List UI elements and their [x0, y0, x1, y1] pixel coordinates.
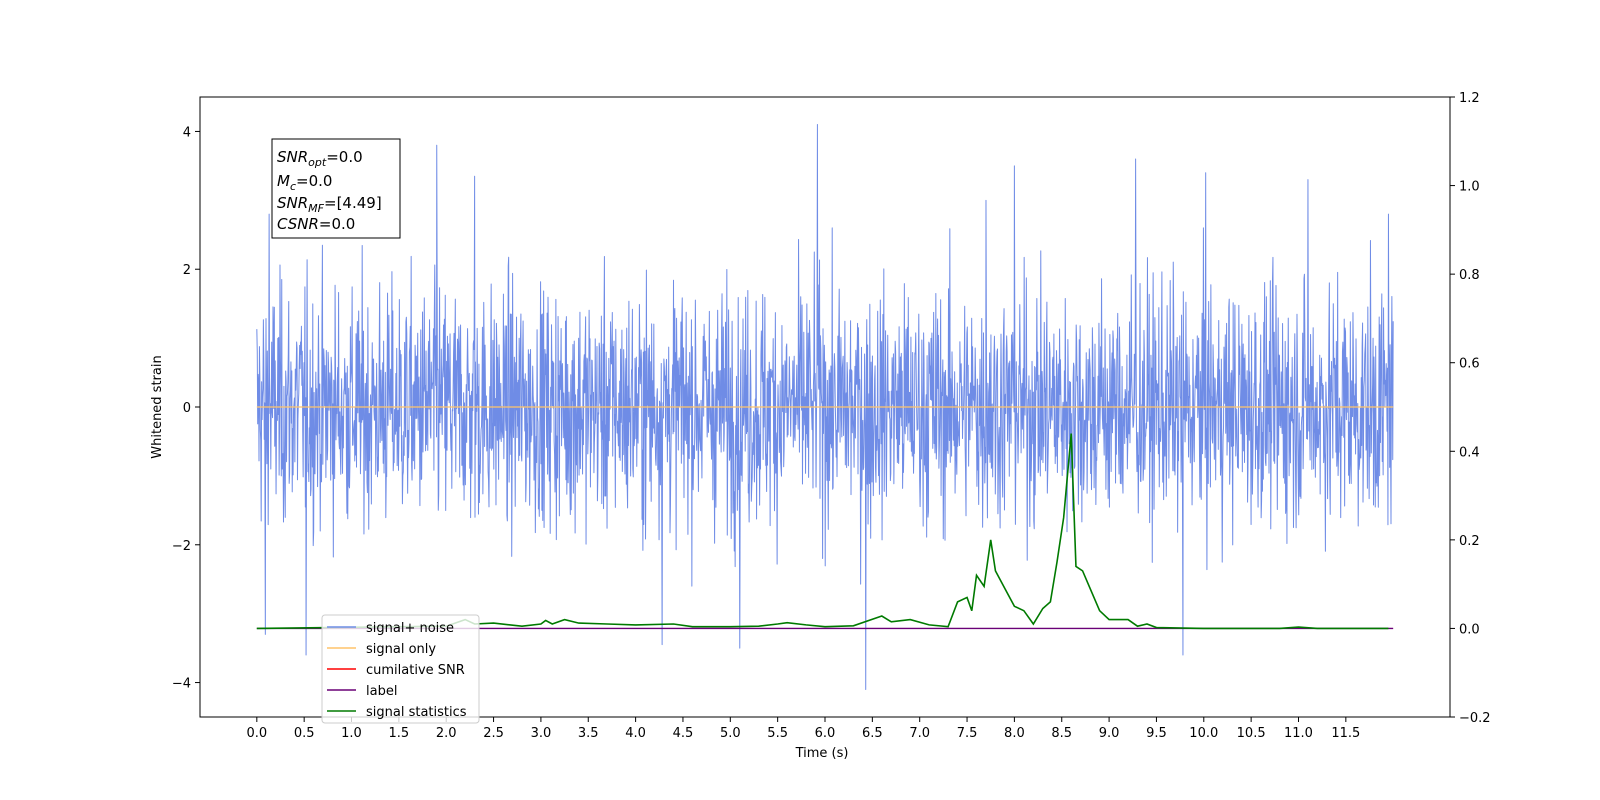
legend-label: label: [366, 684, 397, 699]
y2-tick-label: 1.2: [1459, 91, 1480, 106]
x-tick-label: 1.0: [341, 726, 362, 741]
x-tick-label: 2.0: [436, 726, 457, 741]
legend-label: signal+ noise: [366, 621, 454, 636]
x-tick-label: 6.0: [815, 726, 836, 741]
y2-tick-label: 0.0: [1459, 622, 1480, 637]
legend-label: signal only: [366, 642, 436, 657]
legend-label: signal statistics: [366, 705, 467, 720]
x-tick-label: 7.0: [909, 726, 930, 741]
y-tick-label: 4: [183, 125, 191, 140]
mc-text: Mc=0.0: [277, 172, 332, 193]
info-box: SNRopt=0.0 Mc=0.0 SNRMF=[4.49] CSNR=0.0: [271, 138, 401, 239]
x-tick-label: 2.5: [483, 726, 504, 741]
x-tick-label: 1.5: [389, 726, 410, 741]
y-tick-label: −2: [172, 539, 191, 554]
x-tick-label: 3.5: [578, 726, 599, 741]
x-tick-label: 11.5: [1331, 726, 1360, 741]
x-tick-label: 3.0: [531, 726, 552, 741]
x-tick-label: 5.0: [720, 726, 741, 741]
y2-tick-label: 1.0: [1459, 180, 1480, 195]
snr-opt-text: SNRopt=0.0: [277, 148, 363, 169]
signal-plus-noise-line: [256, 124, 1394, 690]
signal-statistics-line: [256, 433, 1389, 630]
x-tick-label: 7.5: [957, 726, 978, 741]
x-tick-label: 9.0: [1099, 726, 1120, 741]
y2-tick-label: 0.6: [1459, 357, 1480, 372]
x-tick-label: 6.5: [862, 726, 883, 741]
x-tick-label: 10.5: [1237, 726, 1266, 741]
y2-tick-label: −0.2: [1459, 711, 1491, 726]
x-tick-label: 0.5: [294, 726, 315, 741]
y-tick-label: 0: [183, 401, 191, 416]
legend: signal+ noise signal only cumilative SNR la…: [321, 614, 480, 724]
x-tick-label: 11.0: [1284, 726, 1313, 741]
x-tick-label: 5.5: [767, 726, 788, 741]
x-tick-label: 0.0: [246, 726, 267, 741]
signal-plus-noise-trace: [256, 124, 1394, 690]
x-tick-label: 8.0: [1004, 726, 1025, 741]
y2-tick-label: 0.2: [1459, 534, 1480, 549]
y-axis-label: Whitened strain: [150, 355, 165, 458]
x-tick-label: 4.0: [625, 726, 646, 741]
x-tick-label: 8.5: [1051, 726, 1072, 741]
csnr-text: CSNR=0.0: [277, 215, 355, 233]
legend-label: cumilative SNR: [366, 663, 465, 678]
x-tick-label: 10.0: [1189, 726, 1218, 741]
y2-tick-label: 0.4: [1459, 445, 1480, 460]
y2-tick-label: 0.8: [1459, 268, 1480, 283]
y-tick-label: 2: [183, 263, 191, 278]
x-tick-label: 4.5: [673, 726, 694, 741]
y-tick-label: −4: [172, 677, 191, 692]
x-tick-label: 9.5: [1146, 726, 1167, 741]
x-axis-label: Time (s): [795, 746, 849, 761]
snr-mf-text: SNRMF=[4.49]: [277, 194, 382, 215]
